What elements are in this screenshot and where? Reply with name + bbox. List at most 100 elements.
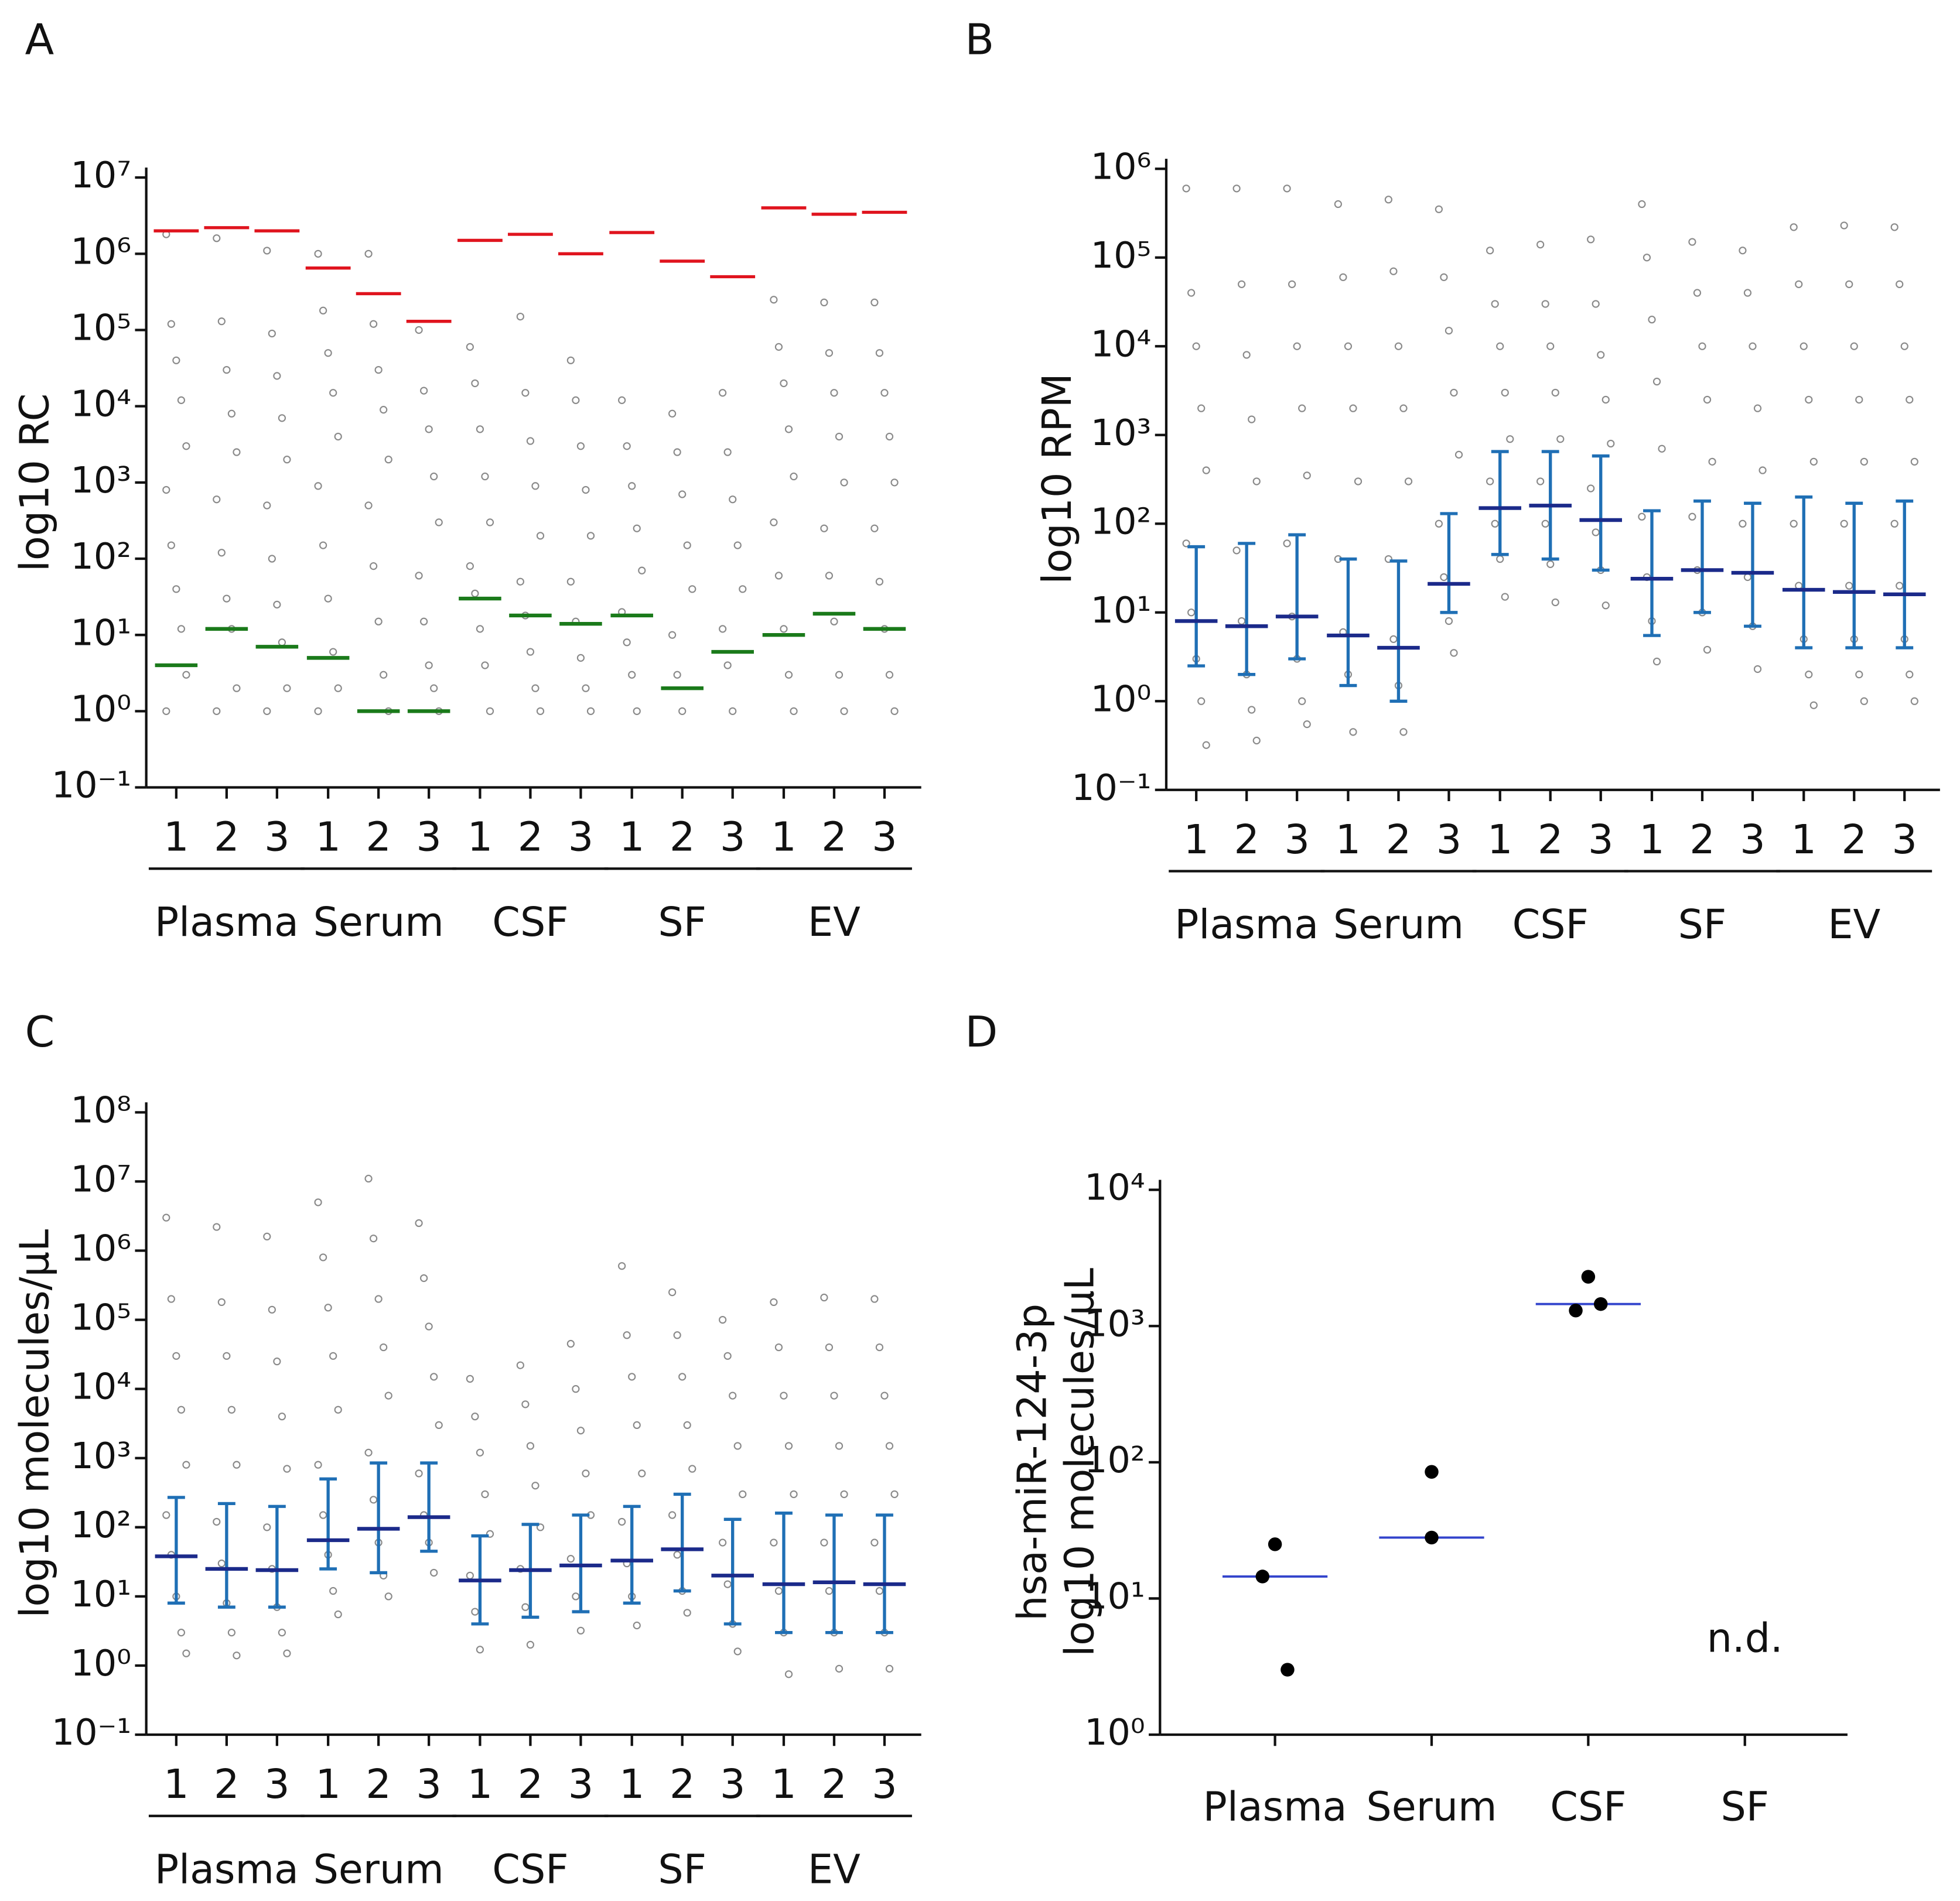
data-point (435, 1421, 443, 1430)
y-tick-label: 10⁰ (1084, 1711, 1145, 1753)
data-point (628, 1373, 636, 1381)
data-point (531, 482, 539, 490)
data-point (521, 1400, 530, 1408)
data-point (172, 1352, 180, 1360)
data-point (263, 1232, 271, 1241)
data-point (1339, 273, 1347, 281)
data-point (1743, 573, 1752, 582)
data-point (688, 585, 696, 593)
data-point (1389, 267, 1398, 275)
data-point (314, 707, 322, 715)
group-label: SF (658, 1847, 706, 1893)
data-point (1703, 645, 1712, 654)
data-point (633, 1621, 641, 1630)
data-point (1384, 196, 1392, 204)
x-tick-label: 3 (1892, 817, 1917, 863)
data-point (278, 414, 286, 422)
data-point (633, 524, 641, 532)
data-point (314, 482, 322, 490)
data-point (481, 1490, 489, 1499)
group-label: Plasma (1174, 902, 1319, 948)
data-point (466, 343, 474, 351)
data-point (572, 1592, 580, 1601)
data-point (233, 448, 241, 456)
x-tick-label: 2 (366, 1762, 391, 1808)
data-point (723, 448, 732, 456)
data-point (364, 1174, 373, 1183)
group-label: CSF (492, 1847, 568, 1893)
data-point (885, 432, 894, 441)
data-point (1703, 395, 1712, 404)
data-point (1541, 519, 1549, 528)
data-point (1809, 457, 1818, 466)
data-point (830, 617, 838, 625)
data-point (1334, 200, 1342, 208)
data-point (370, 320, 378, 328)
y-tick-label: 10⁶ (1091, 145, 1152, 187)
data-point (314, 1461, 322, 1469)
data-point (1840, 519, 1848, 528)
x-tick-label: 1 (619, 1762, 644, 1808)
data-point (420, 1274, 428, 1283)
data-point (1450, 388, 1458, 397)
data-point (1349, 728, 1357, 736)
data-point (870, 1538, 879, 1547)
data-point (486, 1530, 494, 1538)
data-point (835, 1664, 844, 1673)
data-point (830, 1391, 838, 1400)
data-point (1288, 280, 1296, 288)
data-point (268, 329, 276, 338)
data-point (531, 1482, 539, 1490)
y-tick-label: 10⁶ (71, 230, 132, 272)
data-point (481, 661, 489, 669)
data-point (162, 1213, 170, 1222)
data-point (213, 495, 221, 504)
data-point (526, 437, 535, 445)
data-point (213, 707, 221, 715)
data-point (182, 1461, 190, 1469)
data-point (1384, 555, 1392, 563)
data-point (213, 1223, 221, 1231)
x-tick-label: 3 (720, 815, 745, 861)
data-point (182, 671, 190, 679)
data-point (1298, 404, 1306, 412)
data-point (825, 1587, 834, 1595)
x-tick-label: 2 (214, 1762, 239, 1808)
data-point (683, 1609, 691, 1617)
data-point (278, 1629, 286, 1637)
data-point (217, 317, 226, 326)
data-point (885, 1442, 894, 1450)
data-point (263, 247, 271, 255)
data-point (233, 1652, 241, 1660)
data-point (167, 541, 175, 549)
data-point (516, 312, 524, 321)
data-point (471, 589, 479, 597)
data-point (374, 1295, 383, 1303)
data-point (223, 1352, 231, 1360)
x-tick-label: 2 (518, 1762, 543, 1808)
data-point (623, 638, 631, 647)
data-point (471, 1608, 479, 1616)
data-point (1491, 300, 1499, 308)
x-tick-label: Plasma (1203, 1784, 1347, 1831)
data-point (177, 396, 186, 404)
group-label: Serum (313, 1847, 444, 1893)
data-point (334, 1406, 342, 1414)
y-axis-label: log10 molecules/µL (12, 1229, 59, 1618)
data-point (1182, 184, 1190, 193)
data-point (471, 379, 479, 388)
data-point (227, 1406, 236, 1414)
x-tick-label: 3 (568, 815, 593, 861)
data-point (870, 1295, 879, 1303)
data-point (678, 490, 687, 498)
data-point (526, 1640, 535, 1649)
data-point (1551, 598, 1559, 607)
data-point (770, 518, 778, 526)
data-point (683, 541, 691, 549)
data-point (263, 707, 271, 715)
panel-label: A (25, 16, 54, 65)
data-point (1910, 697, 1918, 705)
data-point (638, 1469, 646, 1478)
data-point (668, 1288, 677, 1297)
data-point (531, 684, 539, 692)
